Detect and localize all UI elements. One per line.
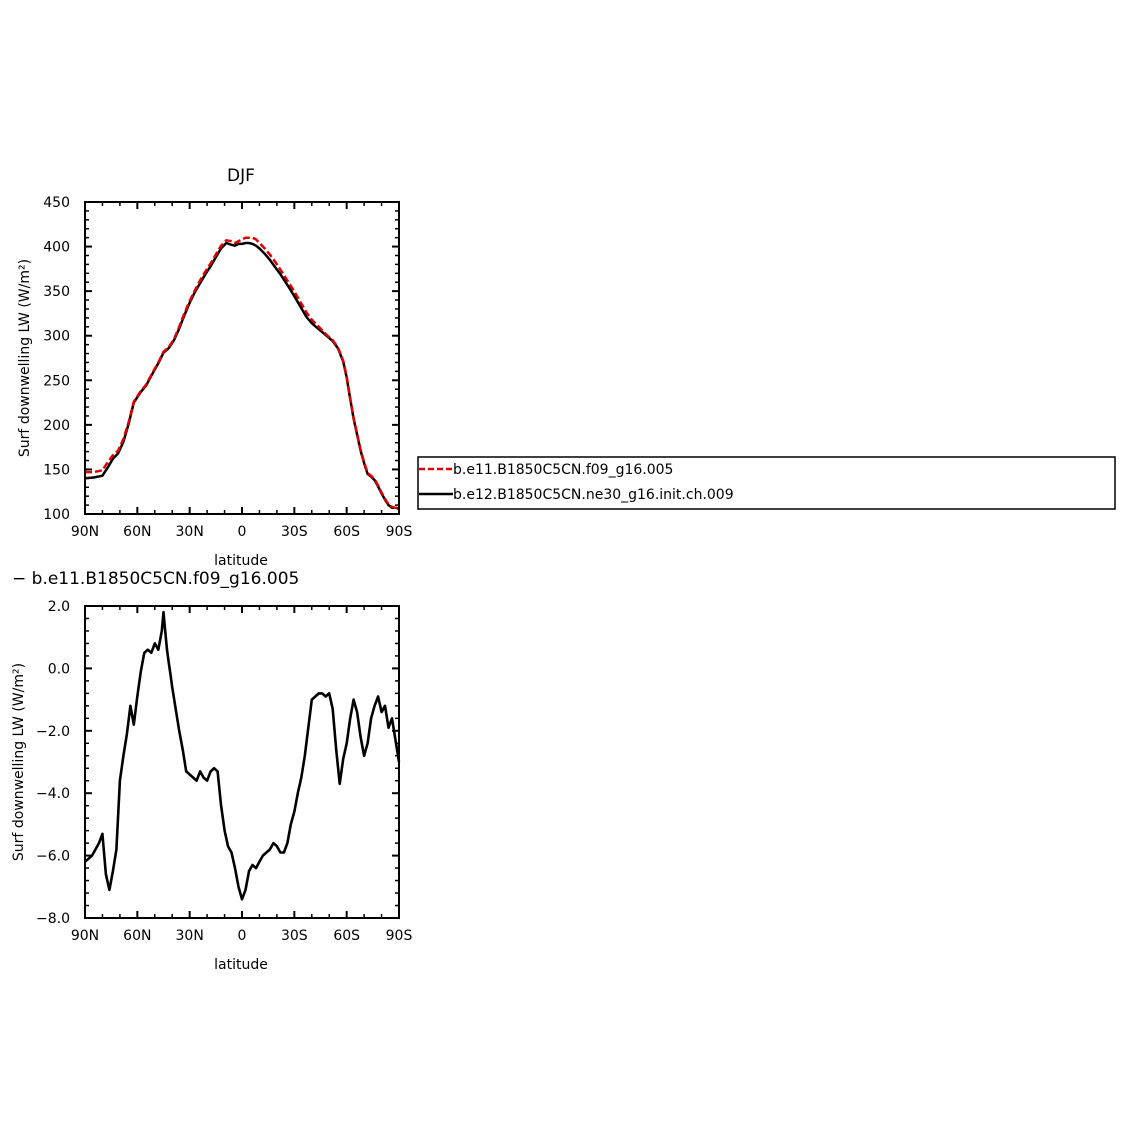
y-tick-label: 350 [43,284,70,300]
y-tick-label: 400 [43,240,70,256]
x-tick-label: 0 [238,524,247,540]
bottom-plot-frame [84,605,400,919]
bottom-chart-title: − b.e11.B1850C5CN.f09_g16.005 [12,569,299,589]
y-tick-label: 300 [43,329,70,345]
x-tick-label: 30S [281,928,308,944]
top-y-axis-label: Surf downwelling LW (W/m²) [17,259,33,457]
x-tick-label: 0 [238,928,247,944]
y-tick-label: 150 [43,462,70,478]
legend-label-series-1: b.e11.B1850C5CN.f09_g16.005 [453,462,673,478]
y-tick-label: −8.0 [36,911,70,927]
x-tick-label: 30S [281,524,308,540]
x-tick-label: 90S [386,524,413,540]
x-tick-label: 60N [123,928,151,944]
legend-label-series-2: b.e12.B1850C5CN.ne30_g16.init.ch.009 [453,487,734,503]
top-panel: DJF 90N 60N 30N 0 30S 60S 90S 100 150 200 250 300 35… [17,166,412,569]
x-tick-label: 30N [176,928,204,944]
series-line-0-2 [84,241,400,510]
y-tick-label: 450 [43,195,70,211]
x-tick-label: 90S [386,928,413,944]
y-tick-label: 100 [43,507,70,523]
y-tick-label: 2.0 [48,599,70,615]
top-plot-frame [84,201,400,515]
y-tick-label: 200 [43,418,70,434]
series-line-1-1 [84,610,401,901]
y-tick-label: −6.0 [36,849,70,865]
x-tick-label: 60S [333,524,360,540]
x-tick-label: 60S [333,928,360,944]
bottom-panel: − b.e11.B1850C5CN.f09_g16.005 90N 60N 30N 0… [11,569,412,973]
bottom-y-axis-label: Surf downwelling LW (W/m²) [11,663,27,861]
y-tick-label: 0.0 [48,661,70,677]
y-tick-label: −2.0 [36,724,70,740]
x-tick-label: 60N [123,524,151,540]
y-tick-label: 250 [43,373,70,389]
x-tick-label: 90N [71,928,99,944]
x-tick-label: 90N [71,524,99,540]
top-x-axis-label: latitude [214,553,268,569]
top-chart-title: DJF [227,166,255,186]
series-line-0-1 [85,236,400,510]
legend: b.e11.B1850C5CN.f09_g16.005 b.e12.B1850C… [417,456,1116,510]
bottom-x-axis-label: latitude [214,957,268,973]
legend-box [417,456,1116,510]
y-tick-label: −4.0 [36,786,70,802]
x-tick-label: 30N [176,524,204,540]
